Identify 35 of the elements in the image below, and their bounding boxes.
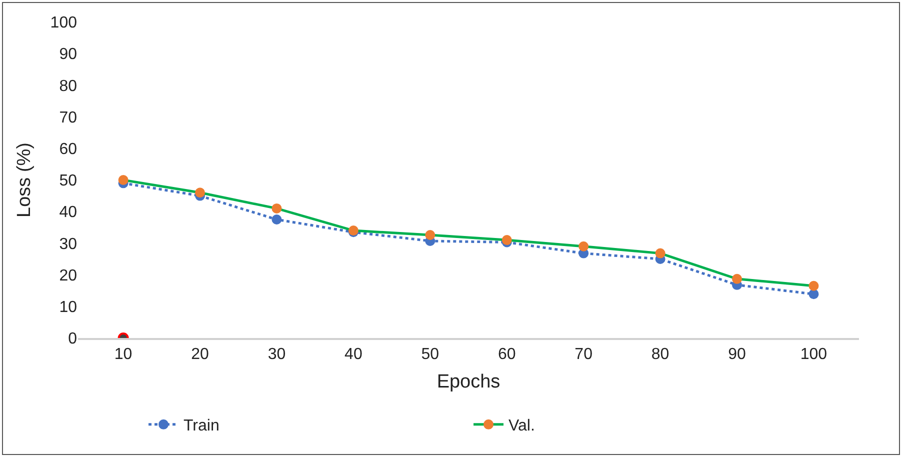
point [195, 188, 206, 198]
y-axis-title: Loss (%) [14, 142, 36, 218]
y-tick-label: 70 [59, 109, 78, 126]
x-axis-title: Epochs [436, 371, 500, 392]
point [272, 203, 282, 214]
point [425, 230, 436, 240]
x-tick-label: 20 [191, 346, 210, 363]
x-tick-label: 90 [728, 346, 746, 363]
x-tick-label: 80 [651, 346, 670, 363]
point [732, 274, 742, 284]
x-tick-label: 10 [114, 346, 132, 363]
point [578, 241, 589, 252]
y-tick-label: 40 [59, 204, 78, 222]
legend-label: Val. [508, 418, 535, 435]
x-tick-label: 40 [344, 346, 362, 363]
point [808, 289, 819, 300]
y-tick-label: 60 [59, 141, 78, 158]
y-tick-label: 100 [50, 14, 78, 32]
y-tick-label: 20 [59, 267, 78, 284]
y-tick-label: 90 [59, 46, 78, 64]
point [118, 175, 128, 185]
legend-label: Train [184, 418, 220, 435]
x-tick-label: 100 [800, 346, 828, 363]
y-tick-label: 10 [59, 299, 78, 316]
x-tick-label: 30 [268, 346, 286, 363]
y-tick-label: 30 [59, 236, 78, 253]
y-tick-label: 50 [59, 172, 78, 190]
y-tick-label: 0 [68, 330, 78, 348]
x-tick-label: 60 [498, 346, 516, 363]
point [808, 280, 819, 291]
x-tick-label: 50 [421, 346, 440, 363]
y-tick-label: 80 [59, 78, 78, 95]
x-tick-label: 70 [574, 346, 593, 363]
point [272, 214, 282, 224]
point [655, 248, 666, 258]
